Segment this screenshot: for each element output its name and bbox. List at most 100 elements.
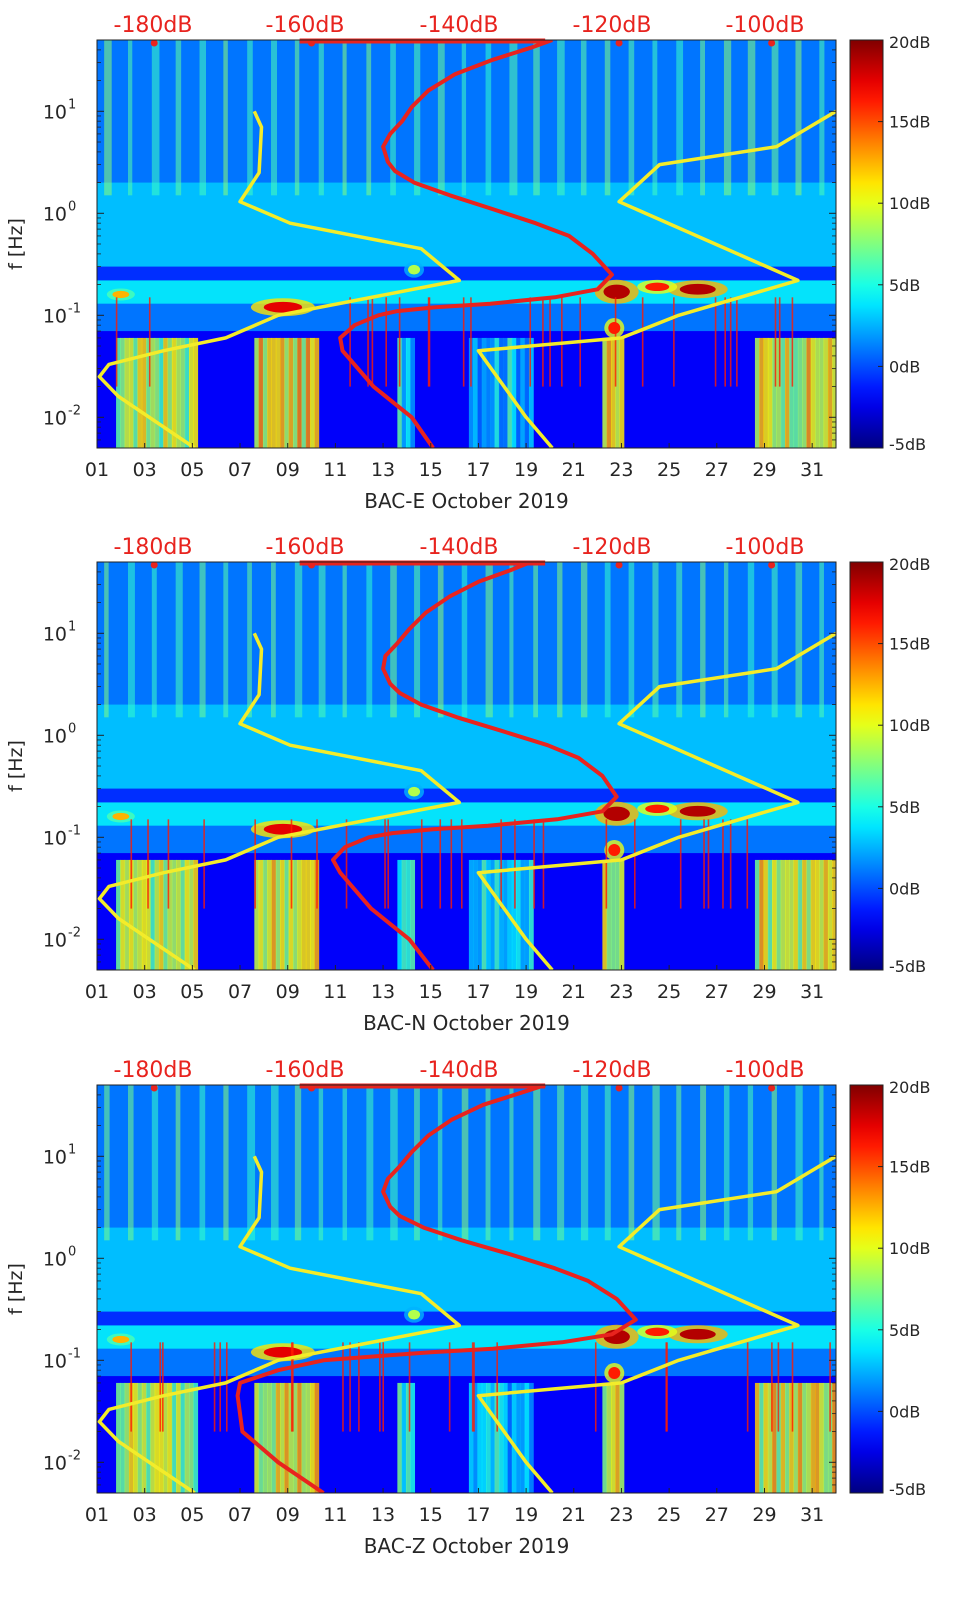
x-tick-label: 01 [85,981,109,1003]
psd-scale-label: -120dB [573,13,652,38]
psd-scale-label: -180dB [114,1058,193,1083]
colorbar-tick-label: 10dB [889,194,931,213]
y-tick-exponent: -2 [68,1448,81,1463]
scale-marker [615,561,623,569]
colorbar-tick-label: 5dB [889,276,920,295]
x-tick-label: 19 [514,1504,538,1526]
x-tick-label: 29 [752,459,776,481]
colorbar-tick-label: -5dB [889,957,926,976]
heatmap-field [97,562,836,970]
x-tick-label: 05 [180,1504,204,1526]
x-tick-label: 23 [609,981,633,1003]
x-tick-label: 23 [609,459,633,481]
scale-marker [150,561,158,569]
scale-marker [308,561,316,569]
x-axis-label: BAC-N October 2019 [363,1011,570,1035]
y-tick-exponent: -2 [68,925,81,940]
x-tick-label: 13 [371,981,395,1003]
y-axis-label: f [Hz] [5,218,27,270]
y-tick-exponent: -1 [68,301,81,316]
x-tick-label: 01 [85,1504,109,1526]
psd-scale-label: -180dB [114,535,193,560]
x-tick-label: 31 [800,981,824,1003]
y-tick-label: 10 [43,1350,67,1372]
spectrogram-panel-bac-z: 01 03 05 07 09 11 13 15 17 19 21 23 25 27 29 31 10 1 10 0 10… [0,1045,962,1567]
x-tick-label: 07 [228,1504,252,1526]
x-tick-label: 09 [276,459,300,481]
x-tick-label: 17 [466,1504,490,1526]
x-tick-label: 05 [180,981,204,1003]
colorbar-tick-label: 0dB [889,879,920,898]
scale-marker [150,1084,158,1092]
scale-marker [615,39,623,47]
colorbar-tick-label: 5dB [889,798,920,817]
x-tick-label: 21 [562,981,586,1003]
x-tick-label: 03 [133,1504,157,1526]
psd-scale-label: -140dB [420,13,499,38]
colorbar-tick-label: 0dB [889,357,920,376]
colorbar [849,1084,884,1494]
x-tick-label: 31 [800,459,824,481]
heatmap-field [97,40,836,448]
psd-scale-label: -120dB [573,535,652,560]
series-noise-model-low [97,110,462,448]
series-noise-model-low [97,1155,462,1493]
y-tick-exponent: -2 [68,403,81,418]
x-tick-label: 07 [228,459,252,481]
series-psd-curve [235,1085,638,1493]
series-noise-model-high [476,109,836,448]
x-tick-label: 11 [323,459,347,481]
x-tick-label: 03 [133,459,157,481]
y-tick-exponent: 0 [68,1244,76,1259]
x-tick-label: 01 [85,459,109,481]
y-tick-exponent: 1 [68,97,76,112]
x-tick-label: 03 [133,981,157,1003]
psd-scale-label: -160dB [266,535,345,560]
x-axis-label: BAC-Z October 2019 [364,1534,570,1558]
x-tick-label: 17 [466,981,490,1003]
series-noise-model-high [476,631,836,970]
x-tick-label: 25 [657,1504,681,1526]
y-tick-label: 10 [43,1248,67,1270]
x-tick-label: 23 [609,1504,633,1526]
y-tick-label: 10 [43,101,67,123]
psd-scale-label: -100dB [726,535,805,560]
colorbar-tick-label: 20dB [889,555,931,574]
y-tick-label: 10 [43,407,67,429]
colorbar-tick-label: 15dB [889,1158,931,1177]
x-tick-label: 15 [419,459,443,481]
colorbar [849,39,884,449]
y-tick-exponent: 0 [68,199,76,214]
scale-marker [768,561,776,569]
scale-marker [308,1084,316,1092]
colorbar-tick-label: 15dB [889,113,931,132]
y-tick-exponent: 1 [68,1142,76,1157]
heatmap-field [97,1085,836,1493]
colorbar-tick-label: -5dB [889,1480,926,1499]
x-tick-label: 31 [800,1504,824,1526]
x-tick-label: 19 [514,981,538,1003]
x-tick-label: 07 [228,981,252,1003]
psd-scale-label: -160dB [266,13,345,38]
x-tick-label: 09 [276,1504,300,1526]
x-axis-label: BAC-E October 2019 [364,489,569,513]
colorbar-tick-label: 0dB [889,1402,920,1421]
y-tick-label: 10 [43,1146,67,1168]
colorbar-tick-label: 20dB [889,1078,931,1097]
x-tick-label: 27 [705,459,729,481]
x-tick-label: 17 [466,459,490,481]
psd-scale-label: -120dB [573,1058,652,1083]
series-psd-curve [338,40,614,448]
colorbar-tick-label: -5dB [889,435,926,454]
colorbar-tick-label: 20dB [889,33,931,52]
scale-marker [150,39,158,47]
colorbar-tick-label: 10dB [889,716,931,735]
series-noise-model-low [97,632,462,970]
psd-scale-label: -100dB [726,1058,805,1083]
x-tick-label: 29 [752,1504,776,1526]
y-tick-label: 10 [43,1452,67,1474]
scale-marker [768,1084,776,1092]
x-tick-label: 05 [180,459,204,481]
psd-scale-label: -180dB [114,13,193,38]
y-tick-label: 10 [43,929,67,951]
